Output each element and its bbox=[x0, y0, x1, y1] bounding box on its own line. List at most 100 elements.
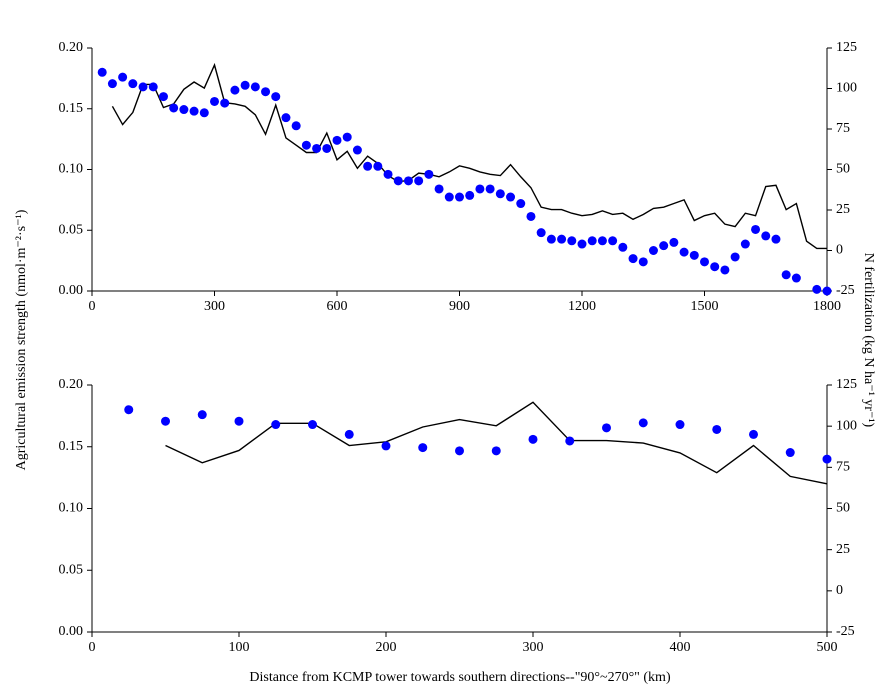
dot bbox=[97, 67, 107, 77]
dot bbox=[749, 429, 758, 439]
dot bbox=[720, 265, 730, 275]
x-tick-label: 200 bbox=[376, 640, 397, 655]
dot bbox=[312, 143, 322, 153]
y-tick-label: 0.15 bbox=[59, 439, 84, 454]
y2-tick-label: 100 bbox=[836, 418, 857, 433]
dot bbox=[485, 184, 495, 194]
dot bbox=[352, 145, 362, 155]
dot bbox=[577, 239, 587, 249]
x-tick-label: 300 bbox=[204, 299, 225, 314]
dot bbox=[158, 92, 168, 102]
dot bbox=[281, 113, 291, 123]
y2-tick-label: 125 bbox=[836, 40, 857, 55]
x-tick-label: 0 bbox=[89, 299, 96, 314]
dot bbox=[169, 103, 179, 113]
x-axis-label: Distance from KCMP tower towards souther… bbox=[249, 670, 671, 685]
dot bbox=[301, 140, 311, 150]
x-tick-label: 300 bbox=[523, 640, 544, 655]
dot bbox=[332, 135, 342, 145]
dot bbox=[675, 420, 685, 430]
dot bbox=[148, 82, 158, 92]
dot bbox=[393, 176, 403, 186]
dot bbox=[261, 87, 271, 97]
dot bbox=[373, 161, 383, 171]
y2-tick-label: 0 bbox=[836, 243, 843, 258]
dot bbox=[740, 239, 750, 249]
y-tick-label: 0.20 bbox=[59, 40, 84, 55]
dot bbox=[785, 448, 795, 458]
y2-tick-label: 50 bbox=[836, 162, 850, 177]
x-tick-label: 100 bbox=[229, 640, 250, 655]
dot bbox=[271, 420, 281, 430]
y-tick-label: 0.10 bbox=[59, 501, 84, 516]
dot bbox=[363, 161, 373, 171]
y-tick-label: 0.05 bbox=[59, 222, 84, 237]
dot bbox=[179, 105, 189, 115]
dot bbox=[710, 262, 720, 272]
line-series bbox=[165, 401, 828, 485]
y2-tick-label: 75 bbox=[836, 460, 850, 475]
dot bbox=[444, 192, 454, 202]
dot bbox=[414, 176, 424, 186]
dot bbox=[424, 169, 434, 179]
dot bbox=[250, 82, 260, 92]
dot bbox=[322, 143, 332, 153]
y2-tick-label: 25 bbox=[836, 202, 850, 217]
y2-tick-label: 125 bbox=[836, 377, 857, 392]
dot bbox=[791, 273, 801, 283]
dot bbox=[199, 108, 209, 118]
dot bbox=[495, 189, 505, 199]
dot bbox=[781, 270, 791, 280]
y2-tick-label: -25 bbox=[836, 283, 855, 298]
dot bbox=[679, 247, 689, 257]
dot bbox=[751, 224, 761, 234]
dot bbox=[648, 246, 658, 255]
dot bbox=[771, 234, 781, 244]
dot bbox=[230, 85, 240, 95]
dot bbox=[403, 176, 413, 186]
dot bbox=[210, 96, 219, 106]
x-tick-label: 600 bbox=[327, 299, 348, 314]
dot bbox=[516, 199, 526, 209]
dot bbox=[381, 441, 391, 451]
dot bbox=[812, 284, 822, 294]
dot bbox=[528, 434, 538, 444]
y-tick-label: 0.05 bbox=[59, 562, 84, 577]
dot bbox=[128, 79, 138, 89]
dot bbox=[118, 72, 128, 82]
y2-axis-label: N fertilization (kg N ha⁻¹ yr⁻¹) bbox=[861, 253, 876, 428]
dot bbox=[597, 236, 607, 246]
dot bbox=[107, 79, 117, 89]
dot bbox=[197, 410, 207, 420]
y2-tick-label: 25 bbox=[836, 542, 850, 557]
line-series bbox=[111, 62, 827, 250]
dot bbox=[220, 98, 230, 108]
dot bbox=[161, 416, 170, 426]
y-tick-label: 0.15 bbox=[59, 101, 84, 116]
dot bbox=[506, 192, 516, 202]
dot bbox=[638, 418, 648, 428]
dot bbox=[608, 236, 618, 246]
dot bbox=[618, 242, 628, 252]
dot bbox=[822, 454, 832, 464]
y2-tick-label: 100 bbox=[836, 81, 857, 96]
x-tick-label: 1800 bbox=[813, 299, 841, 314]
dot bbox=[567, 236, 577, 246]
dot bbox=[565, 436, 575, 446]
dot bbox=[234, 416, 244, 426]
dot bbox=[271, 92, 281, 102]
dot bbox=[342, 132, 352, 142]
y-axis-label: Agricultural emission strength (nmol·m⁻²… bbox=[14, 209, 29, 470]
dot bbox=[628, 254, 638, 264]
dot bbox=[465, 190, 475, 200]
dot bbox=[700, 257, 709, 267]
dot bbox=[291, 121, 301, 131]
dot bbox=[659, 241, 669, 251]
dot bbox=[526, 211, 536, 221]
dot bbox=[536, 228, 546, 238]
y2-tick-label: -25 bbox=[836, 624, 855, 639]
y-tick-label: 0.00 bbox=[59, 624, 84, 639]
dot bbox=[344, 429, 354, 439]
dot bbox=[557, 234, 567, 244]
